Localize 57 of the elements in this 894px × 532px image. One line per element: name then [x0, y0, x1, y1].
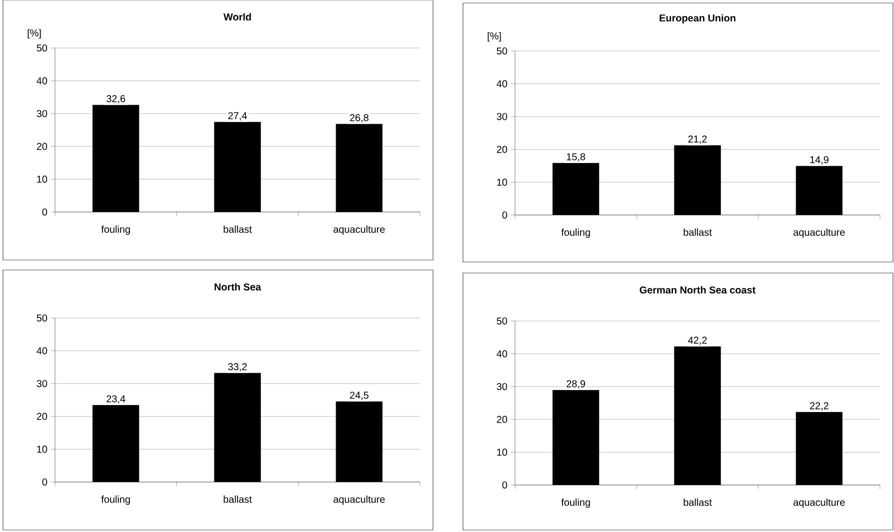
- y-tick-label: 20: [496, 146, 508, 153]
- y-tick-label: 30: [496, 113, 508, 120]
- chart-title: European Union: [660, 14, 736, 24]
- x-tick-label: ballast: [224, 226, 252, 233]
- chart-title: World: [224, 13, 251, 20]
- y-tick-label: 50: [496, 317, 508, 325]
- y-tick-label: 0: [502, 481, 508, 489]
- y-tick-label: 0: [42, 478, 48, 486]
- data-label: 14,9: [810, 156, 828, 164]
- y-axis-title: [%]: [28, 29, 41, 38]
- data-label: 23,4: [106, 395, 126, 404]
- y-tick-label: 30: [36, 380, 48, 388]
- data-label: 24,5: [350, 392, 368, 400]
- x-tick-label: fouling: [101, 496, 130, 505]
- chart-title: German North Sea coast: [640, 286, 756, 294]
- y-tick-label: 40: [36, 77, 48, 84]
- y-tick-label: 10: [37, 176, 48, 183]
- data-label: 42,2: [688, 336, 707, 345]
- bar: [674, 145, 721, 215]
- data-label: 15,8: [566, 153, 586, 162]
- x-tick-label: ballast: [684, 228, 712, 236]
- data-label: 33,2: [228, 363, 247, 372]
- data-label: 21,2: [688, 136, 707, 144]
- y-tick-label: 50: [36, 44, 48, 52]
- y-tick-label: 20: [36, 412, 48, 420]
- y-tick-label: 20: [36, 142, 48, 150]
- data-label: 27,4: [228, 112, 247, 120]
- y-tick-label: 0: [502, 211, 508, 219]
- data-label: 22,2: [810, 402, 828, 410]
- x-tick-label: fouling: [561, 228, 590, 238]
- x-tick-label: fouling: [561, 498, 590, 508]
- x-tick-label: ballast: [684, 498, 712, 506]
- data-label: 32,6: [106, 95, 126, 104]
- bar: [796, 166, 842, 215]
- y-tick-label: 10: [497, 448, 508, 456]
- y-tick-label: 0: [42, 208, 48, 216]
- x-tick-label: ballast: [224, 496, 252, 503]
- data-label: 26,8: [350, 114, 368, 122]
- y-tick-label: 40: [36, 347, 48, 354]
- y-tick-label: 50: [36, 314, 48, 322]
- y-tick-label: 30: [36, 110, 48, 118]
- y-tick-label: 50: [496, 47, 508, 55]
- data-label: 28,9: [566, 380, 586, 389]
- y-tick-label: 10: [497, 178, 508, 186]
- y-tick-label: 20: [496, 416, 508, 423]
- bar: [552, 162, 600, 215]
- y-tick-label: 10: [37, 446, 48, 453]
- y-tick-label: 40: [496, 350, 508, 358]
- x-tick-label: aquaculture: [334, 226, 385, 235]
- y-axis-title: [%]: [488, 32, 501, 42]
- y-tick-label: 30: [496, 383, 508, 390]
- x-tick-label: aquaculture: [334, 496, 385, 505]
- x-tick-label: aquaculture: [794, 228, 845, 238]
- x-tick-label: fouling: [101, 226, 130, 235]
- y-tick-label: 40: [496, 80, 508, 88]
- x-tick-label: aquaculture: [794, 498, 845, 508]
- chart-title: North Sea: [214, 283, 262, 290]
